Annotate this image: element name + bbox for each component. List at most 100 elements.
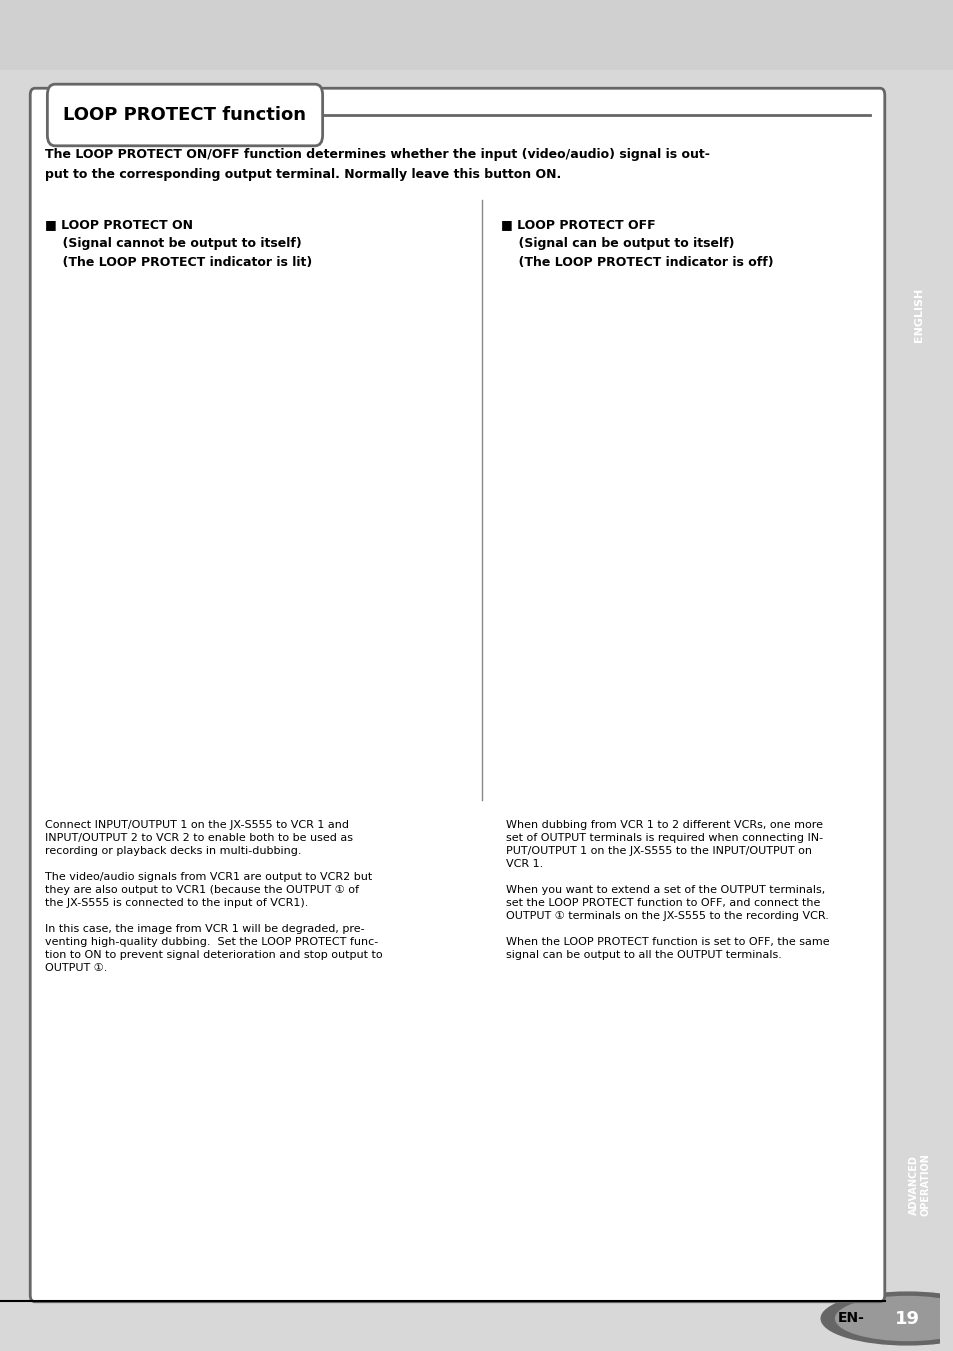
- Circle shape: [665, 513, 672, 523]
- Circle shape: [142, 513, 150, 523]
- Circle shape: [360, 547, 368, 557]
- Circle shape: [787, 513, 794, 523]
- Circle shape: [239, 513, 247, 523]
- Circle shape: [569, 550, 573, 554]
- Circle shape: [188, 513, 196, 523]
- Circle shape: [771, 513, 778, 523]
- Circle shape: [531, 400, 537, 407]
- Circle shape: [98, 769, 104, 777]
- Circle shape: [293, 515, 296, 520]
- Circle shape: [696, 547, 702, 557]
- Circle shape: [309, 515, 314, 520]
- Text: put to the corresponding output terminal. Normally leave this button ON.: put to the corresponding output terminal…: [45, 168, 560, 181]
- Bar: [91, 350, 114, 397]
- Circle shape: [378, 513, 386, 523]
- Circle shape: [756, 515, 760, 520]
- Circle shape: [804, 547, 811, 557]
- Circle shape: [81, 513, 89, 523]
- Circle shape: [239, 547, 247, 557]
- Circle shape: [680, 547, 687, 557]
- Text: In this case, the image from VCR 1 will be degraded, pre-: In this case, the image from VCR 1 will …: [45, 924, 364, 934]
- Circle shape: [620, 547, 628, 557]
- Circle shape: [79, 769, 86, 777]
- FancyBboxPatch shape: [493, 693, 646, 792]
- Circle shape: [667, 515, 671, 520]
- FancyArrow shape: [274, 721, 331, 743]
- Circle shape: [556, 515, 559, 520]
- Bar: [793, 719, 811, 766]
- Text: (The LOOP PROTECT indicator is off): (The LOOP PROTECT indicator is off): [500, 255, 773, 269]
- Circle shape: [539, 400, 544, 407]
- Text: recording or playback decks in multi-dubbing.: recording or playback decks in multi-dub…: [45, 846, 301, 857]
- Circle shape: [755, 513, 761, 523]
- Bar: [538, 350, 622, 392]
- Circle shape: [188, 547, 196, 557]
- Circle shape: [220, 550, 225, 554]
- Circle shape: [821, 1292, 953, 1344]
- Circle shape: [174, 515, 179, 520]
- Circle shape: [772, 515, 776, 520]
- Circle shape: [129, 550, 132, 554]
- Text: INPUT: INPUT: [113, 480, 130, 485]
- Circle shape: [523, 400, 528, 407]
- Circle shape: [360, 513, 368, 523]
- Circle shape: [648, 513, 655, 523]
- Text: VCR 1: VCR 1: [578, 312, 610, 322]
- Circle shape: [580, 547, 587, 557]
- Bar: [631, 350, 651, 397]
- Circle shape: [741, 515, 745, 520]
- Circle shape: [620, 513, 628, 523]
- Bar: [340, 480, 410, 590]
- Circle shape: [726, 515, 730, 520]
- Text: the JX-S555 is connected to the input of VCR1).: the JX-S555 is connected to the input of…: [45, 898, 308, 908]
- Circle shape: [258, 550, 262, 554]
- Text: OUTPUT ①.: OUTPUT ①.: [45, 963, 107, 973]
- Circle shape: [204, 513, 212, 523]
- Circle shape: [582, 550, 586, 554]
- Circle shape: [636, 515, 639, 520]
- Circle shape: [361, 550, 366, 554]
- Bar: [527, 480, 659, 590]
- Circle shape: [113, 550, 117, 554]
- Circle shape: [275, 515, 279, 520]
- Text: OUTPUT: OUTPUT: [269, 480, 291, 485]
- Circle shape: [609, 550, 613, 554]
- Circle shape: [98, 550, 102, 554]
- Circle shape: [380, 515, 385, 520]
- Text: VCR 2: VCR 2: [148, 788, 179, 797]
- Bar: [221, 350, 244, 397]
- Text: signal can be output to all the OUTPUT terminals.: signal can be output to all the OUTPUT t…: [505, 950, 781, 961]
- Text: ✕: ✕: [181, 365, 197, 384]
- Text: Set the LOOP PROTECT
function to ON to prevent
output back to  VCR 1 and
to avoi: Set the LOOP PROTECT function to ON to p…: [278, 359, 459, 404]
- Circle shape: [596, 515, 599, 520]
- FancyBboxPatch shape: [71, 693, 255, 792]
- FancyBboxPatch shape: [820, 480, 848, 589]
- Circle shape: [190, 550, 194, 554]
- Circle shape: [324, 547, 332, 557]
- Circle shape: [594, 513, 600, 523]
- Circle shape: [607, 547, 614, 557]
- Circle shape: [726, 550, 730, 554]
- Text: ENGLISH: ENGLISH: [914, 288, 923, 342]
- FancyBboxPatch shape: [80, 324, 277, 423]
- Circle shape: [326, 515, 331, 520]
- Circle shape: [580, 513, 587, 523]
- FancyBboxPatch shape: [266, 305, 472, 457]
- Text: venting high-quality dubbing.  Set the LOOP PROTECT func-: venting high-quality dubbing. Set the LO…: [45, 938, 377, 947]
- Bar: [239, 480, 336, 590]
- Circle shape: [397, 513, 405, 523]
- Circle shape: [309, 550, 314, 554]
- Bar: [711, 719, 785, 762]
- Circle shape: [710, 547, 717, 557]
- Circle shape: [144, 550, 149, 554]
- Text: set of OUTPUT terminals is required when connecting IN-: set of OUTPUT terminals is required when…: [505, 834, 822, 843]
- Circle shape: [256, 547, 264, 557]
- Circle shape: [542, 515, 546, 520]
- Text: Connect INPUT/OUTPUT 1 on the JX-S555 to VCR 1 and: Connect INPUT/OUTPUT 1 on the JX-S555 to…: [45, 820, 348, 830]
- Circle shape: [682, 515, 685, 520]
- Circle shape: [771, 547, 778, 557]
- Bar: [44, 478, 450, 592]
- Circle shape: [622, 515, 626, 520]
- Text: ADVANCED
OPERATION: ADVANCED OPERATION: [908, 1154, 929, 1216]
- Text: OUTPUT ① terminals on the JX-S555 to the recording VCR.: OUTPUT ① terminals on the JX-S555 to the…: [505, 911, 828, 921]
